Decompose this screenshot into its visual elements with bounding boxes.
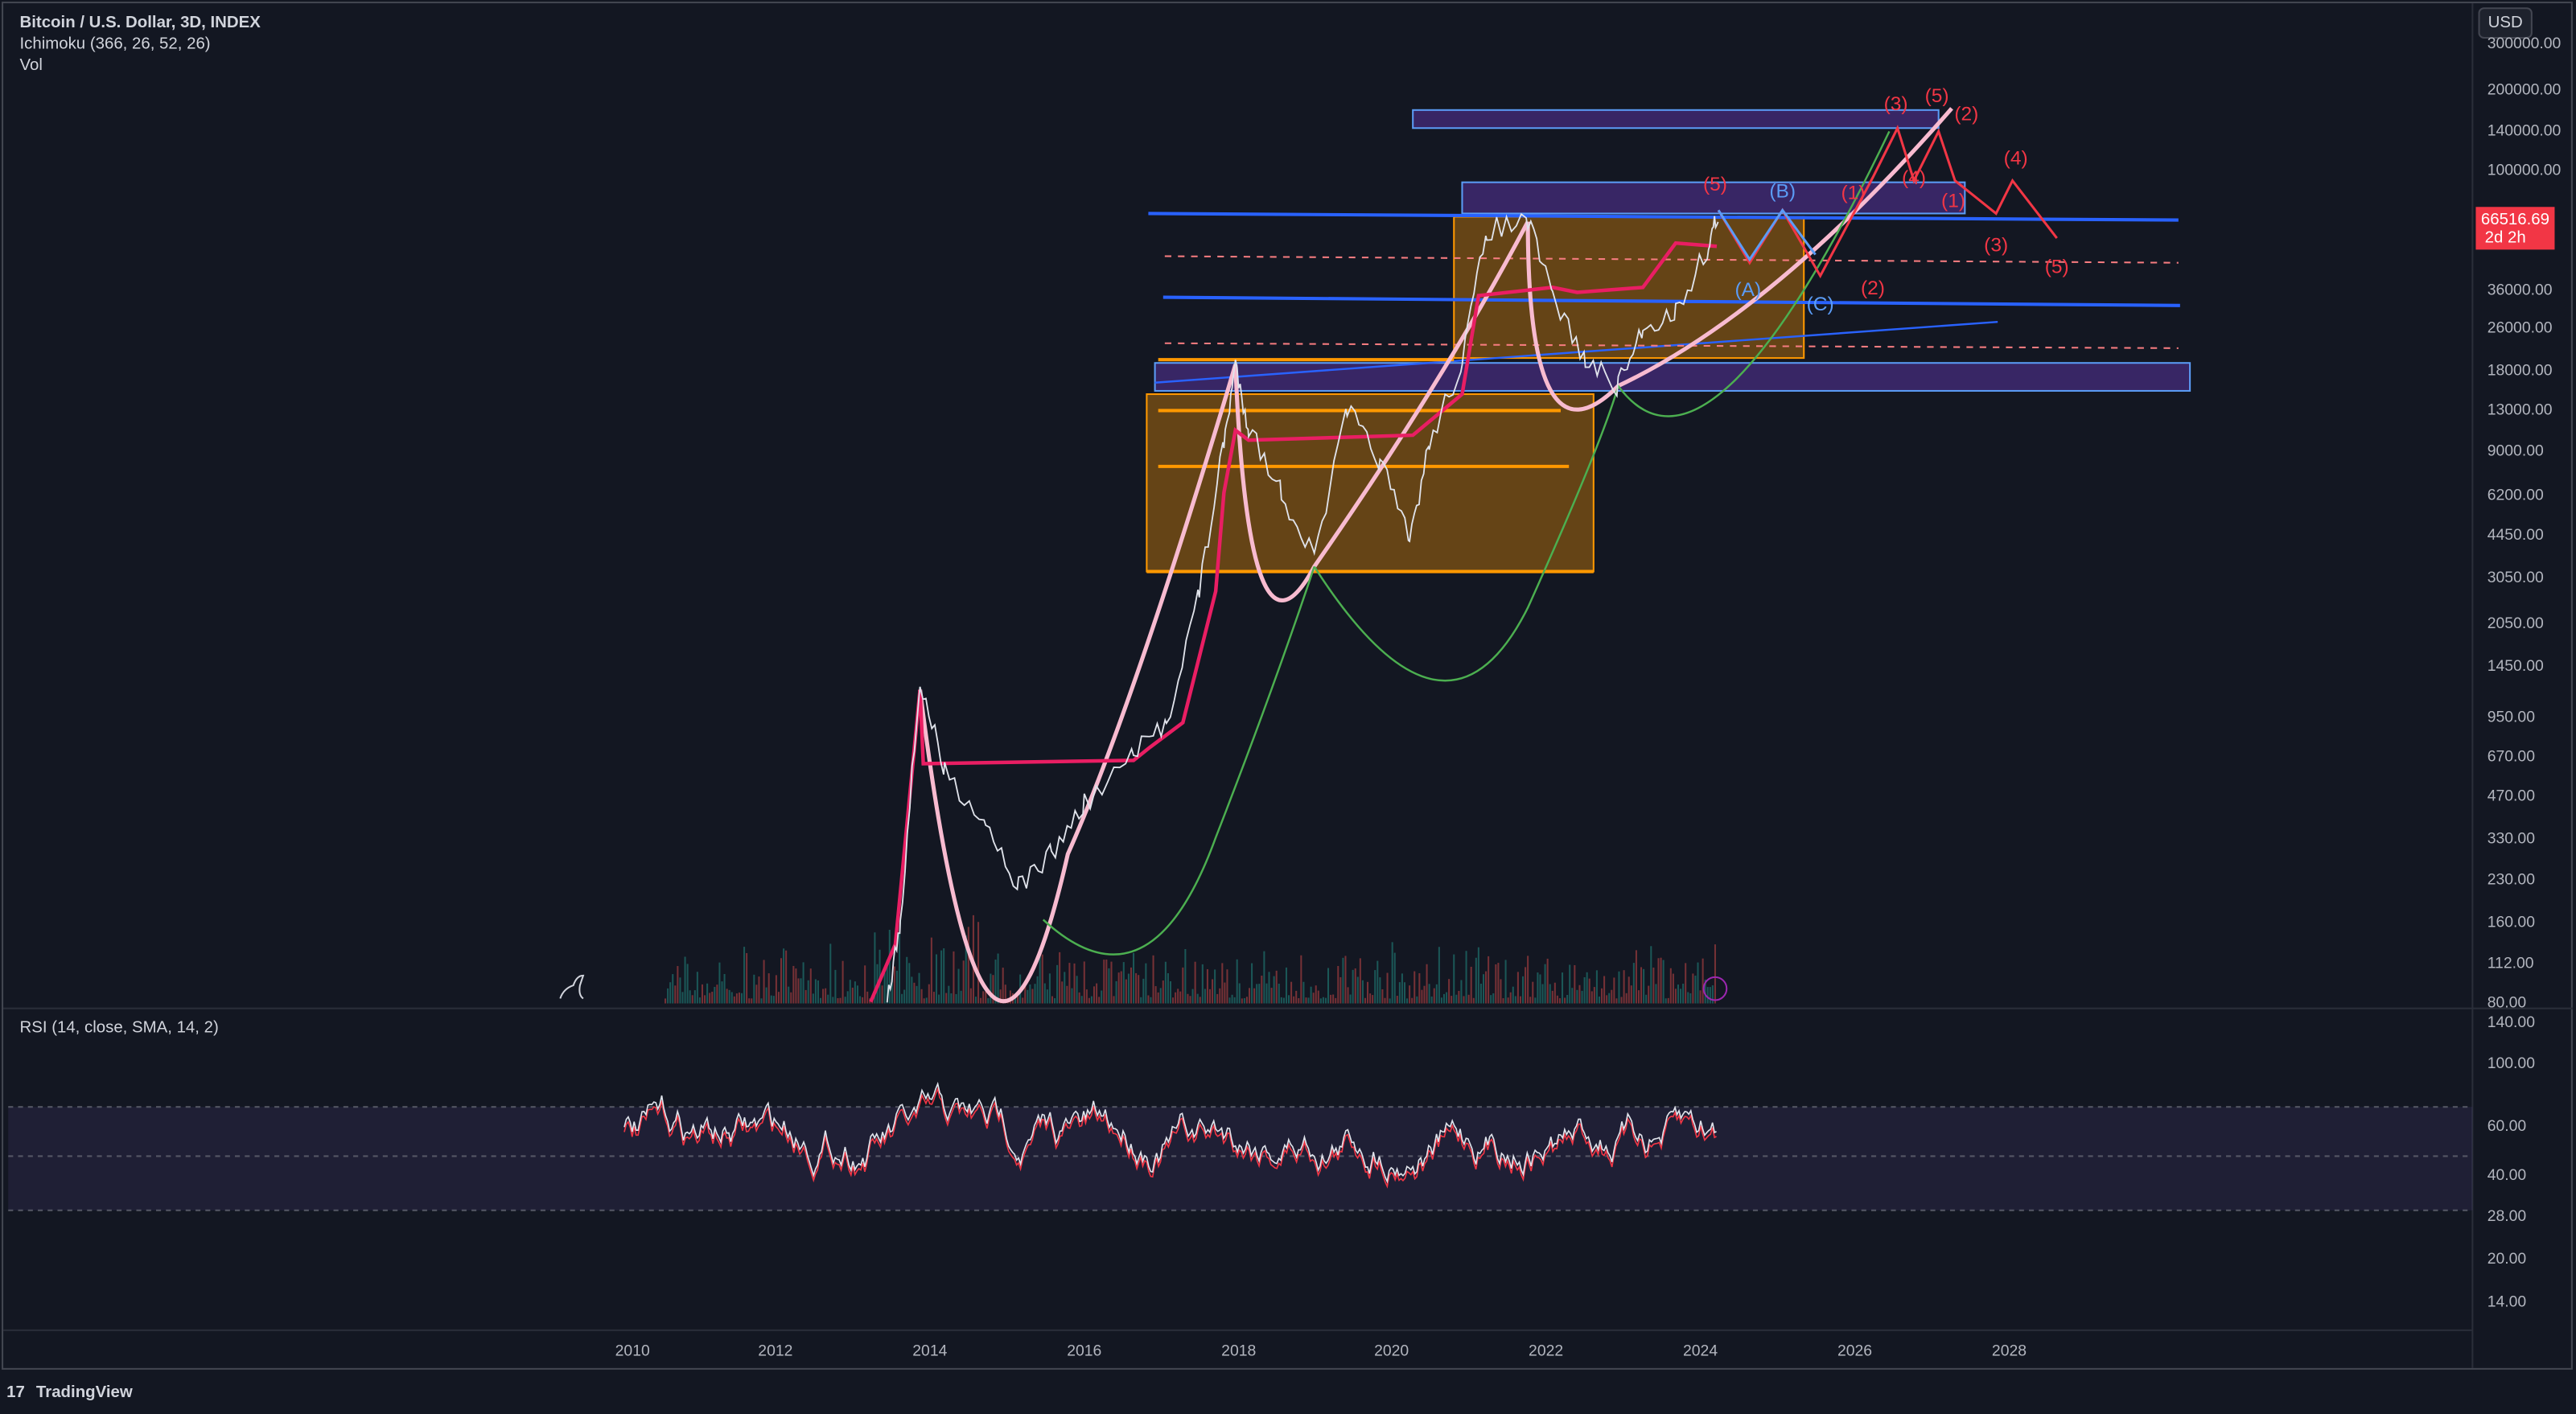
arc-curve bbox=[1313, 130, 1891, 682]
time-tick-label: 2026 bbox=[1837, 1342, 1872, 1360]
time-tick-label: 2018 bbox=[1221, 1342, 1256, 1360]
price-tick-label: 3050.00 bbox=[2488, 569, 2544, 586]
time-tick-label: 2014 bbox=[912, 1342, 947, 1360]
event-icon[interactable] bbox=[1702, 976, 1728, 1001]
wave-label: (C) bbox=[1807, 294, 1834, 315]
price-tick-label: 6200.00 bbox=[2488, 487, 2544, 504]
arc-curve bbox=[1042, 566, 1315, 956]
price-tick-label: 1450.00 bbox=[2488, 657, 2544, 675]
rsi-ma bbox=[623, 1087, 1717, 1189]
price-tick-label: 2050.00 bbox=[2488, 615, 2544, 632]
time-tick-label: 2010 bbox=[615, 1342, 650, 1360]
trend-line bbox=[1154, 320, 1998, 384]
price-tick-label: 670.00 bbox=[2488, 747, 2535, 765]
last-price: 66516.69 bbox=[2481, 211, 2549, 228]
time-tick-label: 2020 bbox=[1374, 1342, 1409, 1360]
rsi-tick-label: 60.00 bbox=[2488, 1117, 2527, 1135]
trend-line bbox=[1162, 295, 2180, 307]
rsi-tick-label: 40.00 bbox=[2488, 1166, 2527, 1184]
countdown: 2d 2h bbox=[2485, 228, 2526, 246]
trend-line bbox=[1148, 212, 2179, 222]
wave-label: (1) bbox=[1841, 182, 1866, 203]
wave-label: (4) bbox=[2004, 148, 2028, 170]
price-tick-label: 112.00 bbox=[2488, 955, 2534, 972]
cup-curve bbox=[918, 364, 1238, 1004]
price-tick-label: 200000.00 bbox=[2488, 80, 2562, 98]
brand[interactable]: TradingView bbox=[36, 1383, 133, 1401]
rsi-line bbox=[623, 1081, 1717, 1184]
wave-label: (A) bbox=[1734, 279, 1761, 301]
wave-label: (5) bbox=[2045, 256, 2069, 277]
price-tick-label: 36000.00 bbox=[2488, 282, 2553, 299]
time-tick-label: 2024 bbox=[1683, 1342, 1718, 1360]
wave-label: (4) bbox=[1902, 167, 1926, 189]
wave-label: (2) bbox=[1954, 103, 1978, 125]
price-tick-label: 330.00 bbox=[2488, 829, 2535, 847]
cup-curve bbox=[1525, 107, 1953, 412]
level-line bbox=[1164, 342, 2179, 349]
time-tick-label: 2012 bbox=[758, 1342, 792, 1360]
level-line bbox=[1164, 255, 2179, 264]
last-price-box bbox=[2475, 207, 2555, 250]
cup-curve bbox=[1233, 220, 1530, 603]
price-tick-label: 100000.00 bbox=[2488, 161, 2562, 179]
rsi-title[interactable]: RSI (14, close, SMA, 14, 2) bbox=[20, 1019, 219, 1037]
indicator-title[interactable]: Ichimoku (366, 26, 52, 26) bbox=[20, 35, 211, 53]
rsi-tick-label: 14.00 bbox=[2488, 1293, 2527, 1310]
currency-label[interactable]: USD bbox=[2488, 14, 2523, 31]
wave-label: (5) bbox=[1703, 174, 1727, 195]
price-tick-label: 470.00 bbox=[2488, 787, 2535, 804]
wave-label: (B) bbox=[1769, 180, 1796, 202]
price-tick-label: 950.00 bbox=[2488, 708, 2535, 725]
rsi-tick-label: 100.00 bbox=[2488, 1054, 2535, 1072]
price-tick-label: 230.00 bbox=[2488, 871, 2535, 889]
price-tick-label: 300000.00 bbox=[2488, 35, 2562, 52]
wave-label: (3) bbox=[1984, 235, 2008, 257]
price-tick-label: 9000.00 bbox=[2488, 442, 2544, 460]
currency-button[interactable] bbox=[2478, 7, 2533, 39]
ichimoku-line bbox=[869, 240, 1718, 1003]
time-tick-label: 2022 bbox=[1529, 1342, 1563, 1360]
chart-frame bbox=[2, 2, 2573, 1370]
symbol-title[interactable]: Bitcoin / U.S. Dollar, 3D, INDEX bbox=[20, 14, 261, 31]
time-tick-label: 2028 bbox=[1992, 1342, 2027, 1360]
volume-title[interactable]: Vol bbox=[20, 56, 43, 74]
price-tick-label: 160.00 bbox=[2488, 914, 2535, 931]
wave-label: (2) bbox=[1861, 277, 1885, 299]
rsi-tick-label: 28.00 bbox=[2488, 1207, 2527, 1225]
rsi-band bbox=[8, 1107, 2473, 1211]
brand-logo[interactable]: 17 bbox=[6, 1383, 25, 1401]
price-tick-label: 26000.00 bbox=[2488, 319, 2553, 336]
abc-projection bbox=[1717, 208, 1817, 262]
zone-box bbox=[1154, 362, 2191, 392]
price-tick-label: 13000.00 bbox=[2488, 401, 2553, 419]
dino-icon bbox=[559, 974, 585, 1000]
price-series bbox=[886, 212, 1719, 1003]
price-tick-label: 80.00 bbox=[2488, 994, 2527, 1012]
wave-label: (3) bbox=[1884, 93, 1908, 115]
wave-label: (5) bbox=[1925, 85, 1949, 107]
price-tick-label: 18000.00 bbox=[2488, 362, 2553, 380]
time-tick-label: 2016 bbox=[1067, 1342, 1101, 1360]
drawings bbox=[8, 107, 2473, 1211]
wave-label: (1) bbox=[1941, 191, 1965, 212]
price-tick-label: 4450.00 bbox=[2488, 526, 2544, 544]
rsi-tick-label: 140.00 bbox=[2488, 1013, 2535, 1031]
rsi-tick-label: 20.00 bbox=[2488, 1250, 2527, 1268]
zone-box bbox=[1412, 109, 1940, 129]
price-tick-label: 140000.00 bbox=[2488, 121, 2562, 139]
